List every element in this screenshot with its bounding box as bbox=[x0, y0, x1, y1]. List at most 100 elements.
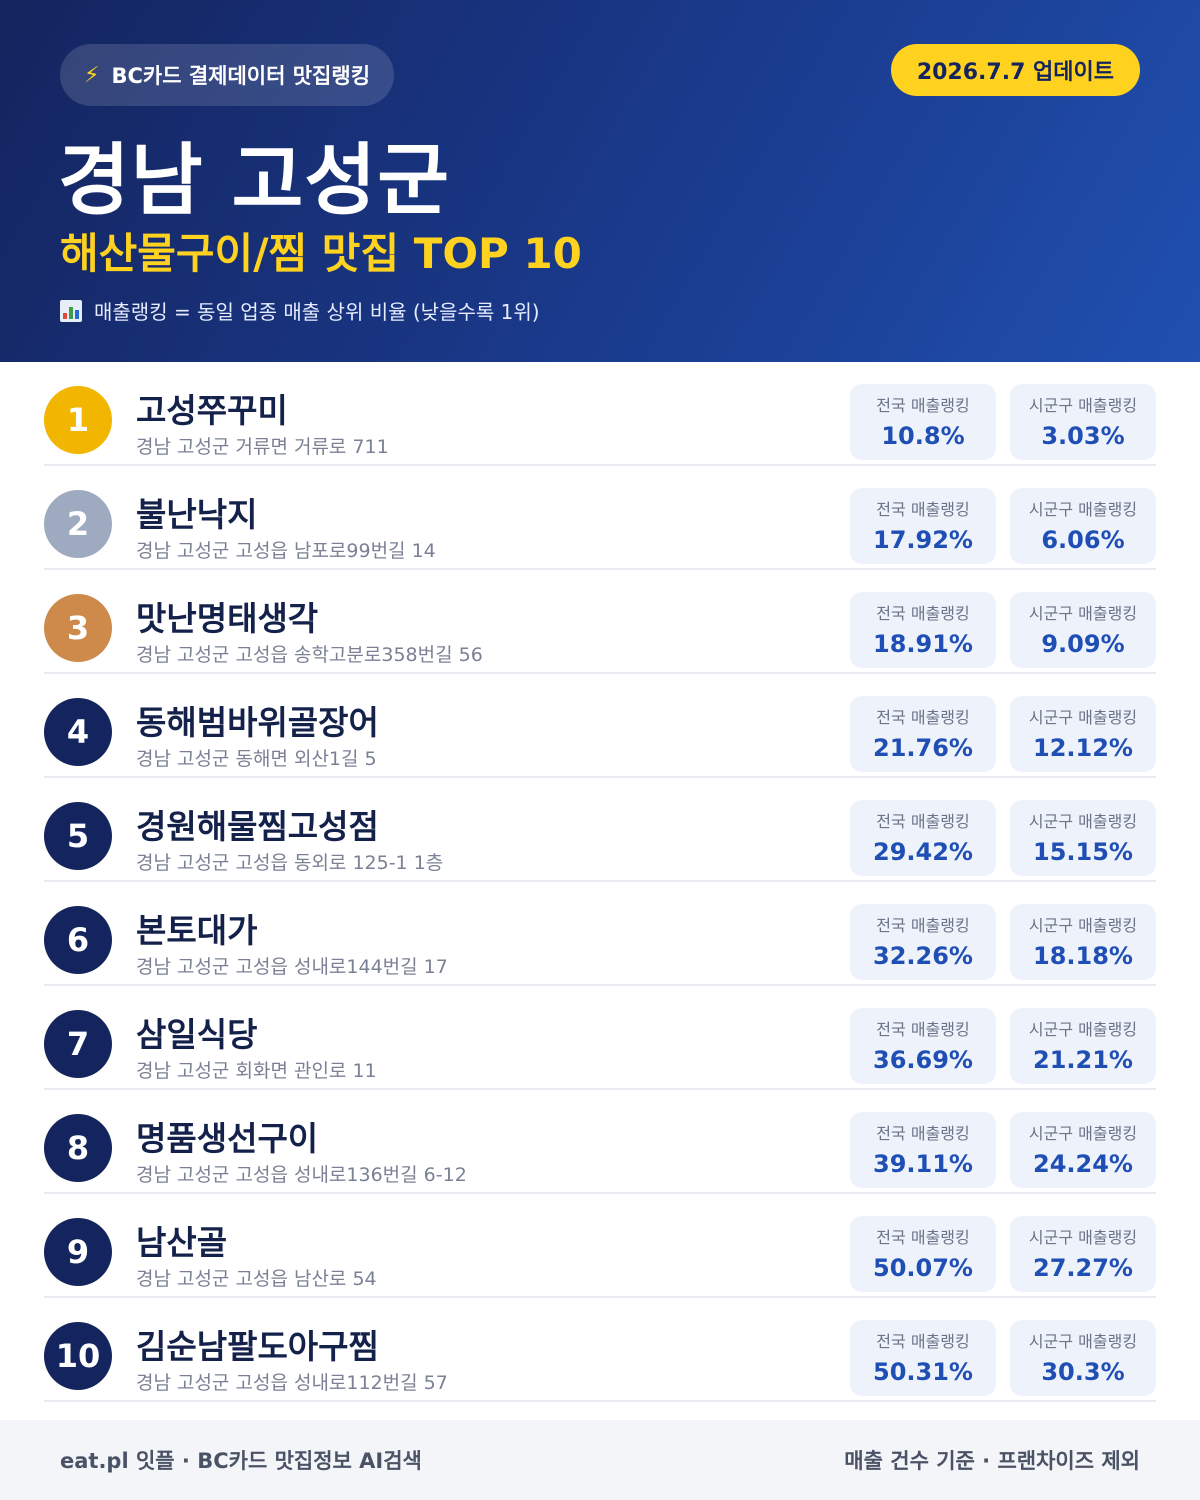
national-ranking-label: 전국 매출랭킹 bbox=[876, 916, 970, 935]
local-ranking-card: 시군구 매출랭킹 18.18% bbox=[1010, 904, 1156, 980]
national-ranking-label: 전국 매출랭킹 bbox=[876, 604, 970, 623]
footer-note: 매출 건수 기준 · 프랜차이즈 제외 bbox=[844, 1449, 1140, 1473]
local-ranking-value: 24.24% bbox=[1033, 1150, 1133, 1178]
rank-badge: 8 bbox=[44, 1114, 112, 1182]
header-banner: ⚡ BC카드 결제데이터 맛집랭킹 2026.7.7 업데이트 경남 고성군 해… bbox=[0, 0, 1200, 362]
restaurant-row[interactable]: 5 경원해물찜고성점 경남 고성군 고성읍 동외로 125-1 1층 전국 매출랭킹 2… bbox=[44, 778, 1156, 882]
national-ranking-label: 전국 매출랭킹 bbox=[876, 1020, 970, 1039]
national-ranking-label: 전국 매출랭킹 bbox=[876, 396, 970, 415]
national-ranking-value: 17.92% bbox=[873, 526, 973, 554]
national-ranking-card: 전국 매출랭킹 10.8% bbox=[850, 384, 996, 460]
local-ranking-card: 시군구 매출랭킹 30.3% bbox=[1010, 1320, 1156, 1396]
restaurant-name[interactable]: 명품생선구이 bbox=[136, 1119, 319, 1158]
restaurant-address: 경남 고성군 고성읍 성내로112번길 57 bbox=[136, 1372, 448, 1394]
ranking-legend: 매출랭킹 = 동일 업종 매출 상위 비율 (낮을수록 1위) bbox=[60, 296, 540, 325]
rank-badge: 7 bbox=[44, 1010, 112, 1078]
local-ranking-card: 시군구 매출랭킹 21.21% bbox=[1010, 1008, 1156, 1084]
local-ranking-value: 30.3% bbox=[1041, 1358, 1125, 1386]
national-ranking-label: 전국 매출랭킹 bbox=[876, 708, 970, 727]
national-ranking-value: 21.76% bbox=[873, 734, 973, 762]
ranking-legend-text: 매출랭킹 = 동일 업종 매출 상위 비율 (낮을수록 1위) bbox=[94, 300, 540, 324]
local-ranking-label: 시군구 매출랭킹 bbox=[1028, 916, 1138, 935]
restaurant-address: 경남 고성군 거류면 거류로 711 bbox=[136, 436, 389, 458]
restaurant-row[interactable]: 9 남산골 경남 고성군 고성읍 남산로 54 전국 매출랭킹 50.07% 시군구 매출… bbox=[44, 1194, 1156, 1298]
local-ranking-card: 시군구 매출랭킹 12.12% bbox=[1010, 696, 1156, 772]
restaurant-name[interactable]: 맛난명태생각 bbox=[136, 599, 319, 638]
lightning-icon: ⚡ bbox=[84, 62, 100, 88]
rank-badge: 1 bbox=[44, 386, 112, 454]
local-ranking-label: 시군구 매출랭킹 bbox=[1028, 1332, 1138, 1351]
update-date-badge: 2026.7.7 업데이트 bbox=[890, 44, 1140, 96]
national-ranking-card: 전국 매출랭킹 39.11% bbox=[850, 1112, 996, 1188]
restaurant-address: 경남 고성군 고성읍 남포로99번길 14 bbox=[136, 540, 436, 562]
national-ranking-value: 50.07% bbox=[873, 1254, 973, 1282]
restaurant-address: 경남 고성군 고성읍 송학고분로358번길 56 bbox=[136, 644, 483, 666]
rank-badge: 9 bbox=[44, 1218, 112, 1286]
local-ranking-card: 시군구 매출랭킹 9.09% bbox=[1010, 592, 1156, 668]
rank-badge: 10 bbox=[44, 1322, 112, 1390]
rank-badge: 6 bbox=[44, 906, 112, 974]
local-ranking-value: 6.06% bbox=[1041, 526, 1125, 554]
local-ranking-value: 3.03% bbox=[1041, 422, 1125, 450]
rank-badge: 3 bbox=[44, 594, 112, 662]
restaurant-row[interactable]: 2 불난낙지 경남 고성군 고성읍 남포로99번길 14 전국 매출랭킹 17.92% 시… bbox=[44, 466, 1156, 570]
national-ranking-value: 10.8% bbox=[881, 422, 965, 450]
local-ranking-label: 시군구 매출랭킹 bbox=[1028, 708, 1138, 727]
national-ranking-value: 39.11% bbox=[873, 1150, 973, 1178]
national-ranking-value: 18.91% bbox=[873, 630, 973, 658]
national-ranking-card: 전국 매출랭킹 21.76% bbox=[850, 696, 996, 772]
restaurant-name[interactable]: 남산골 bbox=[136, 1223, 228, 1262]
national-ranking-card: 전국 매출랭킹 50.07% bbox=[850, 1216, 996, 1292]
restaurant-address: 경남 고성군 회화면 관인로 11 bbox=[136, 1060, 377, 1082]
footer-source: eat.pl 잇플 · BC카드 맛집정보 AI검색 bbox=[60, 1449, 422, 1473]
national-ranking-card: 전국 매출랭킹 50.31% bbox=[850, 1320, 996, 1396]
restaurant-address: 경남 고성군 고성읍 성내로136번길 6-12 bbox=[136, 1164, 467, 1186]
national-ranking-value: 29.42% bbox=[873, 838, 973, 866]
restaurant-name[interactable]: 경원해물찜고성점 bbox=[136, 807, 379, 846]
bar-chart-icon bbox=[60, 299, 82, 322]
local-ranking-value: 9.09% bbox=[1041, 630, 1125, 658]
restaurant-name[interactable]: 삼일식당 bbox=[136, 1015, 258, 1054]
local-ranking-label: 시군구 매출랭킹 bbox=[1028, 604, 1138, 623]
local-ranking-value: 12.12% bbox=[1033, 734, 1133, 762]
restaurant-name[interactable]: 고성쭈꾸미 bbox=[136, 391, 288, 430]
local-ranking-label: 시군구 매출랭킹 bbox=[1028, 1124, 1138, 1143]
local-ranking-value: 15.15% bbox=[1033, 838, 1133, 866]
national-ranking-label: 전국 매출랭킹 bbox=[876, 1332, 970, 1351]
local-ranking-value: 18.18% bbox=[1033, 942, 1133, 970]
category-subtitle: 해산물구이/찜 맛집 TOP 10 bbox=[60, 229, 582, 278]
national-ranking-label: 전국 매출랭킹 bbox=[876, 812, 970, 831]
local-ranking-card: 시군구 매출랭킹 6.06% bbox=[1010, 488, 1156, 564]
local-ranking-label: 시군구 매출랭킹 bbox=[1028, 1020, 1138, 1039]
restaurant-name[interactable]: 동해범바위골장어 bbox=[136, 703, 379, 742]
national-ranking-label: 전국 매출랭킹 bbox=[876, 500, 970, 519]
national-ranking-value: 32.26% bbox=[873, 942, 973, 970]
footer: eat.pl 잇플 · BC카드 맛집정보 AI검색 매출 건수 기준 · 프랜… bbox=[0, 1420, 1200, 1500]
local-ranking-value: 27.27% bbox=[1033, 1254, 1133, 1282]
local-ranking-value: 21.21% bbox=[1033, 1046, 1133, 1074]
national-ranking-card: 전국 매출랭킹 18.91% bbox=[850, 592, 996, 668]
restaurant-name[interactable]: 불난낙지 bbox=[136, 495, 258, 534]
local-ranking-card: 시군구 매출랭킹 3.03% bbox=[1010, 384, 1156, 460]
restaurant-name[interactable]: 김순남팔도아구찜 bbox=[136, 1327, 379, 1366]
national-ranking-value: 36.69% bbox=[873, 1046, 973, 1074]
restaurant-row[interactable]: 4 동해범바위골장어 경남 고성군 동해면 외산1길 5 전국 매출랭킹 21.76% 시… bbox=[44, 674, 1156, 778]
national-ranking-card: 전국 매출랭킹 17.92% bbox=[850, 488, 996, 564]
restaurant-name[interactable]: 본토대가 bbox=[136, 911, 258, 950]
restaurant-address: 경남 고성군 고성읍 성내로144번길 17 bbox=[136, 956, 448, 978]
local-ranking-card: 시군구 매출랭킹 15.15% bbox=[1010, 800, 1156, 876]
local-ranking-label: 시군구 매출랭킹 bbox=[1028, 1228, 1138, 1247]
local-ranking-label: 시군구 매출랭킹 bbox=[1028, 500, 1138, 519]
local-ranking-card: 시군구 매출랭킹 27.27% bbox=[1010, 1216, 1156, 1292]
local-ranking-label: 시군구 매출랭킹 bbox=[1028, 396, 1138, 415]
local-ranking-label: 시군구 매출랭킹 bbox=[1028, 812, 1138, 831]
source-badge: ⚡ BC카드 결제데이터 맛집랭킹 bbox=[60, 44, 395, 106]
rank-badge: 5 bbox=[44, 802, 112, 870]
national-ranking-value: 50.31% bbox=[873, 1358, 973, 1386]
